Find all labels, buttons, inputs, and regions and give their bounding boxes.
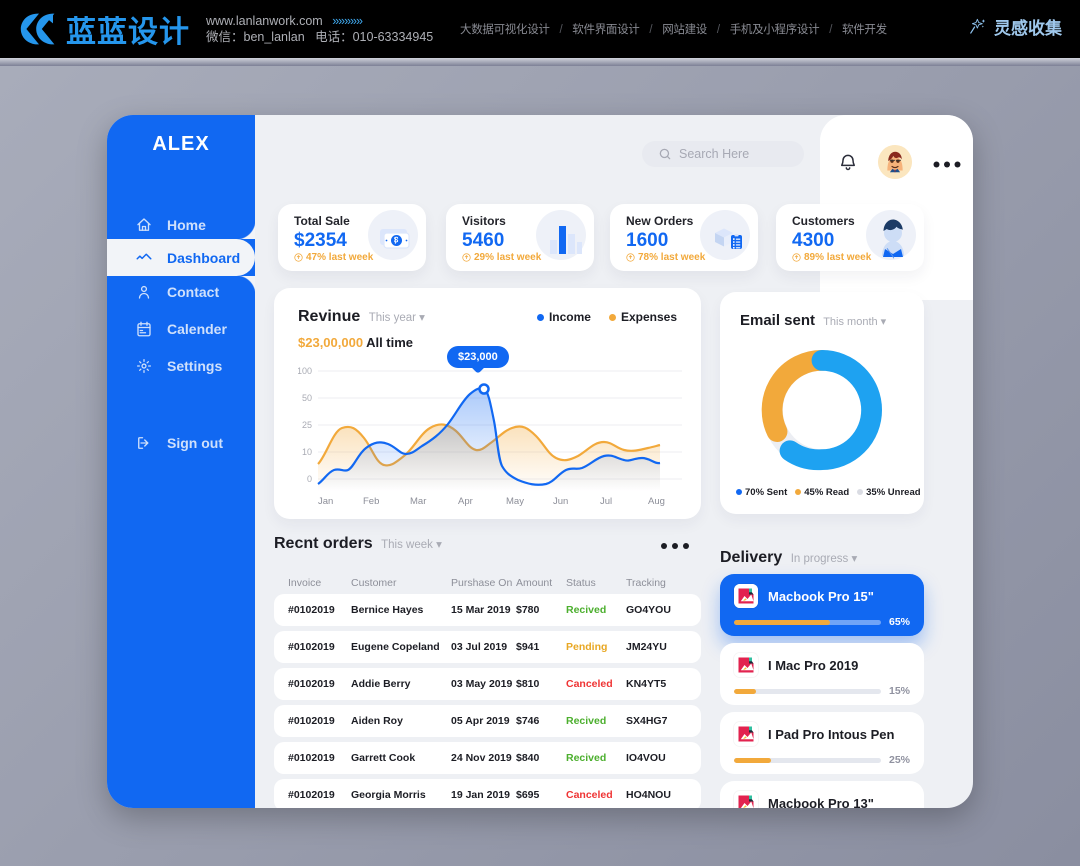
svg-text:Mar: Mar [410,496,426,506]
svg-text:Apr: Apr [458,496,473,506]
svg-text:100: 100 [298,366,312,376]
svg-text:Jan: Jan [318,496,333,506]
svg-text:Aug: Aug [648,496,665,506]
svg-text:0: 0 [307,474,312,484]
svg-text:Jun: Jun [553,496,568,506]
svg-text:10: 10 [302,447,312,457]
svg-text:Feb: Feb [363,496,379,506]
svg-text:25: 25 [302,420,312,430]
svg-text:Jul: Jul [600,496,612,506]
svg-text:May: May [506,496,524,506]
svg-text:50: 50 [302,393,312,403]
